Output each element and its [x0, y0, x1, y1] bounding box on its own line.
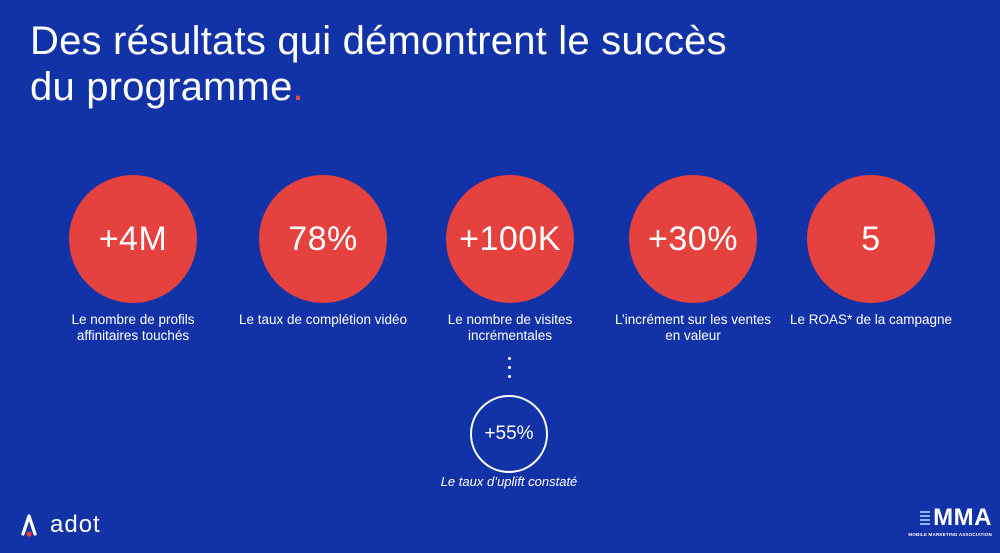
stat-circle: +4M [69, 175, 197, 303]
adot-logo-icon [21, 514, 37, 537]
stat-circle: +100K [446, 175, 574, 303]
partner-tagline: MOBILE MARKETING ASSOCIATION [908, 532, 992, 537]
stat-video-completion: 78% Le taux de complétion vidéo [238, 175, 408, 328]
slide-title: Des résultats qui démontrent le succès d… [30, 18, 930, 110]
stat-profiles: +4M Le nombre de profils affinitaires to… [48, 175, 218, 344]
stat-label: Le nombre de visites incrémentales [447, 312, 573, 343]
title-line-1: Des résultats qui démontrent le succès [30, 19, 727, 63]
stat-roas: 5 Le ROAS* de la campagne [786, 175, 956, 328]
stat-sales-increment: +30% L’incrément sur les ventes en valeu… [608, 175, 778, 344]
uplift-circle: +55% [470, 395, 548, 473]
adot-logo: adot [20, 511, 101, 539]
mma-logo: MMA MOBILE MARKETING ASSOCIATION [900, 504, 992, 538]
stat-visits: +100K Le nombre de visites incrémentales [425, 175, 595, 344]
title-line-2: du programme. [30, 64, 930, 110]
stat-label: Le nombre de profils affinitaires touché… [71, 312, 195, 343]
stat-label: Le ROAS* de la campagne [789, 312, 953, 327]
stat-label: Le taux de complétion vidéo [238, 312, 408, 327]
partner-name: MMA [933, 504, 992, 531]
stat-circle: 5 [807, 175, 935, 303]
stat-circle: 78% [259, 175, 387, 303]
connector-dots [508, 357, 511, 378]
stat-label: L’incrément sur les ventes en valeur [614, 312, 772, 343]
stat-circle: +30% [629, 175, 757, 303]
title-accent-dot: . [292, 65, 304, 109]
mma-stripes-icon [920, 511, 931, 525]
title-line-2-text: du programme [30, 65, 293, 109]
uplift-label: Le taux d’uplift constaté [440, 474, 578, 489]
brand-name: adot [50, 511, 101, 538]
